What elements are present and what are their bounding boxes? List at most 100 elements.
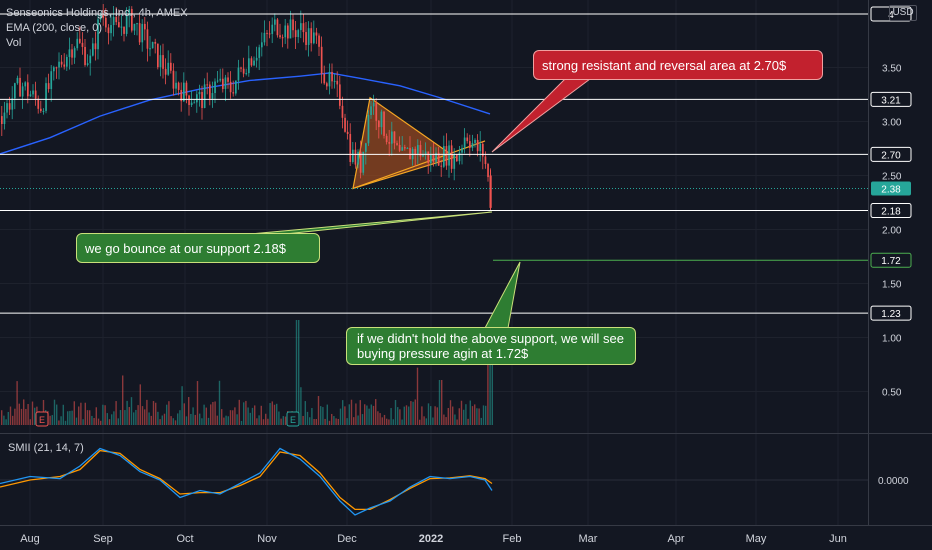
volume-bar [177, 413, 179, 425]
volume-bar [181, 386, 183, 425]
candle-body [224, 77, 227, 89]
volume-bar [243, 402, 245, 425]
candle-body [201, 92, 203, 108]
volume-bar [386, 418, 388, 425]
candle-body [287, 25, 289, 39]
current-price-label: 2.38 [871, 181, 911, 196]
candle-body [349, 134, 352, 162]
price-tick-label: 2.00 [882, 226, 902, 237]
smii-main-line [0, 447, 493, 516]
volume-bar [240, 420, 243, 425]
volume-bar [141, 406, 144, 425]
volume-bar [278, 411, 280, 425]
volume-bar [383, 414, 386, 425]
candle-body [279, 35, 281, 38]
candles [1, 4, 492, 211]
time-tick-label: Nov [257, 533, 277, 545]
candle-body [396, 143, 398, 145]
candle-body [175, 82, 177, 89]
volume-bar [425, 418, 427, 425]
volume-bar [427, 403, 430, 425]
candle-body [484, 156, 487, 164]
volume-bar [254, 405, 256, 425]
level-label-text: 2.70 [881, 150, 901, 161]
volume-bar [60, 416, 62, 425]
time-tick-label: Dec [337, 533, 357, 545]
candle-body [487, 163, 489, 178]
candle-body [419, 145, 422, 157]
volume-bar [421, 406, 423, 425]
volume-bar [227, 416, 229, 425]
price-tick-label: 1.00 [882, 334, 902, 345]
volume-bar [210, 404, 212, 425]
time-tick-label: Sep [93, 533, 113, 545]
candle-body [40, 108, 42, 112]
currency-button[interactable]: USD [889, 5, 917, 21]
candle-body [274, 19, 276, 25]
candle-body [489, 175, 492, 208]
volume-bar [377, 411, 379, 425]
volume-bar [223, 417, 225, 425]
callout-pointers [249, 78, 592, 329]
volume-bar [445, 417, 447, 425]
candle-body [42, 110, 45, 112]
level-label-text: 3.21 [881, 95, 901, 106]
resistance-callout[interactable]: strong resistant and reversal area at 2.… [533, 50, 823, 80]
candle-body [417, 145, 419, 155]
candle-body [253, 60, 255, 66]
volume-bar [236, 414, 238, 425]
chart-title: Senseonics Holdings, Inc., 4h, AMEX [6, 7, 188, 19]
level-label-text: 4 [888, 10, 894, 21]
level-label: 2.70 [870, 146, 912, 162]
earnings-box [35, 411, 49, 427]
volume-bar [67, 411, 69, 425]
volume-bar [148, 412, 150, 425]
candle-body [476, 139, 479, 152]
volume-bar [185, 416, 188, 425]
volume-bar [315, 419, 317, 425]
candle-body [320, 46, 323, 74]
volume-bar [172, 418, 174, 425]
volume-bar [326, 404, 328, 425]
volume-bar [403, 406, 405, 425]
candle-body [432, 154, 435, 162]
candle-body [422, 153, 424, 157]
candle-body [448, 145, 450, 166]
volume-bar [93, 417, 95, 425]
price-tick-label: 3.50 [882, 64, 902, 75]
candle-body [58, 61, 60, 68]
candle-body [81, 42, 84, 47]
candle-body [185, 82, 188, 96]
volume-bar [29, 419, 31, 425]
candle-body [146, 29, 149, 49]
volume-legend[interactable]: Vol [6, 37, 22, 49]
candle-body [365, 143, 367, 152]
candle-body [164, 68, 167, 75]
candle-body [255, 57, 258, 61]
candle-body [99, 15, 102, 20]
volume-bar [183, 403, 185, 425]
candle-body [232, 92, 235, 94]
volume-bar [298, 320, 300, 425]
volume-bar [482, 405, 485, 425]
candle-body [281, 37, 284, 39]
volume-bar [364, 404, 366, 425]
volume-bar [135, 409, 137, 425]
volume-bar [491, 365, 493, 425]
candle-body [89, 55, 92, 64]
volume-bar [144, 409, 146, 425]
volume-bar [447, 407, 449, 425]
buying-pressure-callout[interactable]: if we didn't hold the above support, we … [346, 327, 636, 365]
smii-legend[interactable]: SMII (21, 14, 7) [8, 442, 84, 454]
volume-bar [309, 417, 311, 425]
volume-bar [267, 418, 269, 425]
volume-bar [170, 416, 172, 425]
support-callout[interactable]: we go bounce at our support 2.18$ [76, 233, 320, 263]
volume-bar [375, 399, 377, 425]
ema-legend[interactable]: EMA (200, close, 0) [6, 22, 102, 34]
candle-body [118, 22, 120, 28]
volume-bar [392, 419, 394, 425]
candle-body [209, 84, 211, 99]
current-price-box [871, 181, 911, 196]
